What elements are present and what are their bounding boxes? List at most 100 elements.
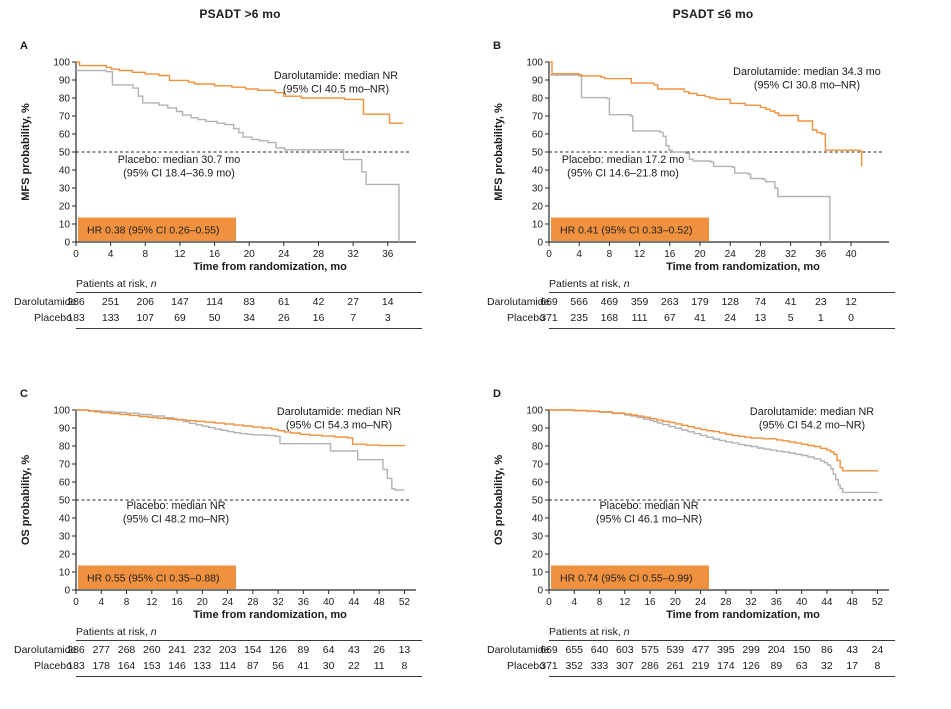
- risk-count: 22: [348, 660, 360, 672]
- x-tick-label: 20: [694, 249, 706, 260]
- x-tick-label: 28: [755, 249, 767, 260]
- y-tick-label: 40: [59, 514, 71, 525]
- risk-count: 154: [244, 644, 262, 656]
- y-tick-label: 10: [532, 568, 544, 579]
- x-tick-label: 36: [815, 249, 827, 260]
- x-tick-label: 32: [746, 597, 758, 608]
- y-tick-label: 0: [537, 586, 543, 597]
- x-tick-label: 40: [323, 597, 335, 608]
- risk-count: 203: [218, 644, 237, 656]
- hr-badge-box: [78, 565, 236, 589]
- risk-count: 371: [540, 312, 558, 324]
- y-tick-label: 50: [59, 148, 71, 159]
- y-tick-label: 100: [53, 58, 70, 69]
- x-tick-label: 36: [298, 597, 310, 608]
- x-tick-label: 44: [348, 597, 360, 608]
- annotation-placebo-line2: (95% CI 48.2 mo–NR): [123, 514, 229, 526]
- risk-table-topline: [76, 640, 422, 641]
- risk-count: 67: [663, 312, 676, 324]
- y-tick-label: 50: [59, 496, 71, 507]
- risk-count: 183: [67, 660, 85, 672]
- hr-badge-box: [551, 217, 709, 241]
- risk-count: 164: [117, 660, 136, 672]
- y-axis-label: OS probability, %: [20, 454, 32, 546]
- risk-count: 26: [373, 644, 385, 656]
- risk-row-label: Darolutamide: [14, 296, 77, 308]
- x-tick-label: 16: [171, 597, 183, 608]
- x-tick-label: 48: [374, 597, 386, 608]
- annotation-placebo-line2: (95% CI 14.6–21.8 mo): [567, 168, 679, 180]
- x-axis-label: Time from randomization, mo: [193, 261, 347, 273]
- y-tick-label: 60: [59, 130, 71, 141]
- risk-count: 268: [117, 644, 136, 656]
- risk-count: 566: [570, 296, 588, 308]
- y-tick-label: 60: [59, 478, 71, 489]
- hr-badge-label: HR 0.74 (95% CI 0.55–0.99): [560, 573, 693, 585]
- x-tick-label: 8: [607, 249, 613, 260]
- y-tick-label: 10: [59, 220, 71, 231]
- x-tick-label: 12: [619, 597, 631, 608]
- km-chart-a: 0 10 20 30 40 50 60 70 80 90 100 0 4 8 12 16 20 24 28 32 36 D…: [53, 58, 416, 260]
- y-tick-label: 0: [64, 586, 70, 597]
- risk-count: 11: [373, 660, 385, 672]
- panel-letter-c: C: [20, 388, 28, 400]
- y-tick-label: 50: [532, 496, 544, 507]
- risk-count: 41: [297, 660, 310, 672]
- y-tick-label: 60: [532, 478, 544, 489]
- x-tick-label: 16: [664, 249, 676, 260]
- risk-count: 61: [277, 296, 290, 308]
- risk-count: 183: [67, 312, 85, 324]
- risk-count: 352: [565, 660, 584, 672]
- risk-count: 477: [691, 644, 710, 656]
- risk-count: 241: [168, 644, 186, 656]
- x-tick-label: 24: [222, 597, 234, 608]
- annotation-darolutamide-line2: (95% CI 54.3 mo–NR): [286, 420, 392, 432]
- x-tick-label: 28: [247, 597, 259, 608]
- risk-count: 150: [792, 644, 811, 656]
- curve-darolutamide: [549, 409, 879, 472]
- risk-count: 89: [297, 644, 310, 656]
- y-tick-label: 70: [59, 460, 71, 471]
- risk-count: 147: [171, 296, 189, 308]
- risk-count: 111: [631, 312, 648, 324]
- risk-count: 30: [322, 660, 335, 672]
- risk-row-placebo: Placebo 371 352 333 307 286 261 219 174 126 89 63 32…: [507, 658, 895, 674]
- annotation-darolutamide-line1: Darolutamide: median NR: [750, 406, 874, 418]
- annotation-darolutamide-line2: (95% CI 54.2 mo–NR): [759, 420, 865, 432]
- risk-count: 7: [350, 312, 357, 324]
- risk-count: 56: [272, 660, 284, 672]
- y-tick-label: 70: [532, 460, 544, 471]
- risk-count: 43: [348, 644, 360, 656]
- risk-count: 260: [143, 644, 161, 656]
- risk-count: 174: [717, 660, 735, 672]
- annotation-placebo-line1: Placebo: median 30.7 mo: [118, 154, 240, 166]
- risk-count: 87: [246, 660, 259, 672]
- column-title-left: PSADT >6 mo: [199, 7, 281, 21]
- risk-count: 168: [600, 312, 619, 324]
- risk-table-header: Patients at risk, n: [76, 278, 157, 290]
- risk-count: 286: [641, 660, 659, 672]
- y-tick-label: 20: [59, 550, 71, 561]
- risk-count: 126: [269, 644, 287, 656]
- risk-row-label: Placebo: [507, 312, 545, 324]
- curve-placebo: [76, 409, 405, 491]
- x-tick-label: 36: [771, 597, 783, 608]
- risk-count: 14: [381, 296, 394, 308]
- risk-table-rows: Darolutamide 286 277 268 260 241 232 203 154 126 8…: [14, 641, 422, 676]
- x-tick-label: 4: [108, 249, 114, 260]
- x-tick-label: 36: [382, 249, 394, 260]
- risk-row-darolutamide: Darolutamide 286 277 268 260 241 232 203 154 126 8…: [14, 642, 422, 658]
- risk-count: 13: [754, 312, 767, 324]
- y-tick-label: 30: [532, 532, 544, 543]
- risk-count: 12: [845, 296, 857, 308]
- x-tick-label: 32: [273, 597, 285, 608]
- annotation-placebo-line2: (95% CI 46.1 mo–NR): [596, 514, 702, 526]
- risk-table-bottomline: [76, 676, 422, 677]
- risk-count: 179: [691, 296, 709, 308]
- y-tick-label: 50: [532, 148, 544, 159]
- curve-placebo: [549, 74, 831, 242]
- x-tick-label: 8: [597, 597, 603, 608]
- x-tick-label: 20: [670, 597, 682, 608]
- panel-c: C OS probability, % 0 10 20 30 40 50 60 70 80 90 1…: [14, 382, 466, 677]
- y-tick-label: 80: [59, 94, 71, 105]
